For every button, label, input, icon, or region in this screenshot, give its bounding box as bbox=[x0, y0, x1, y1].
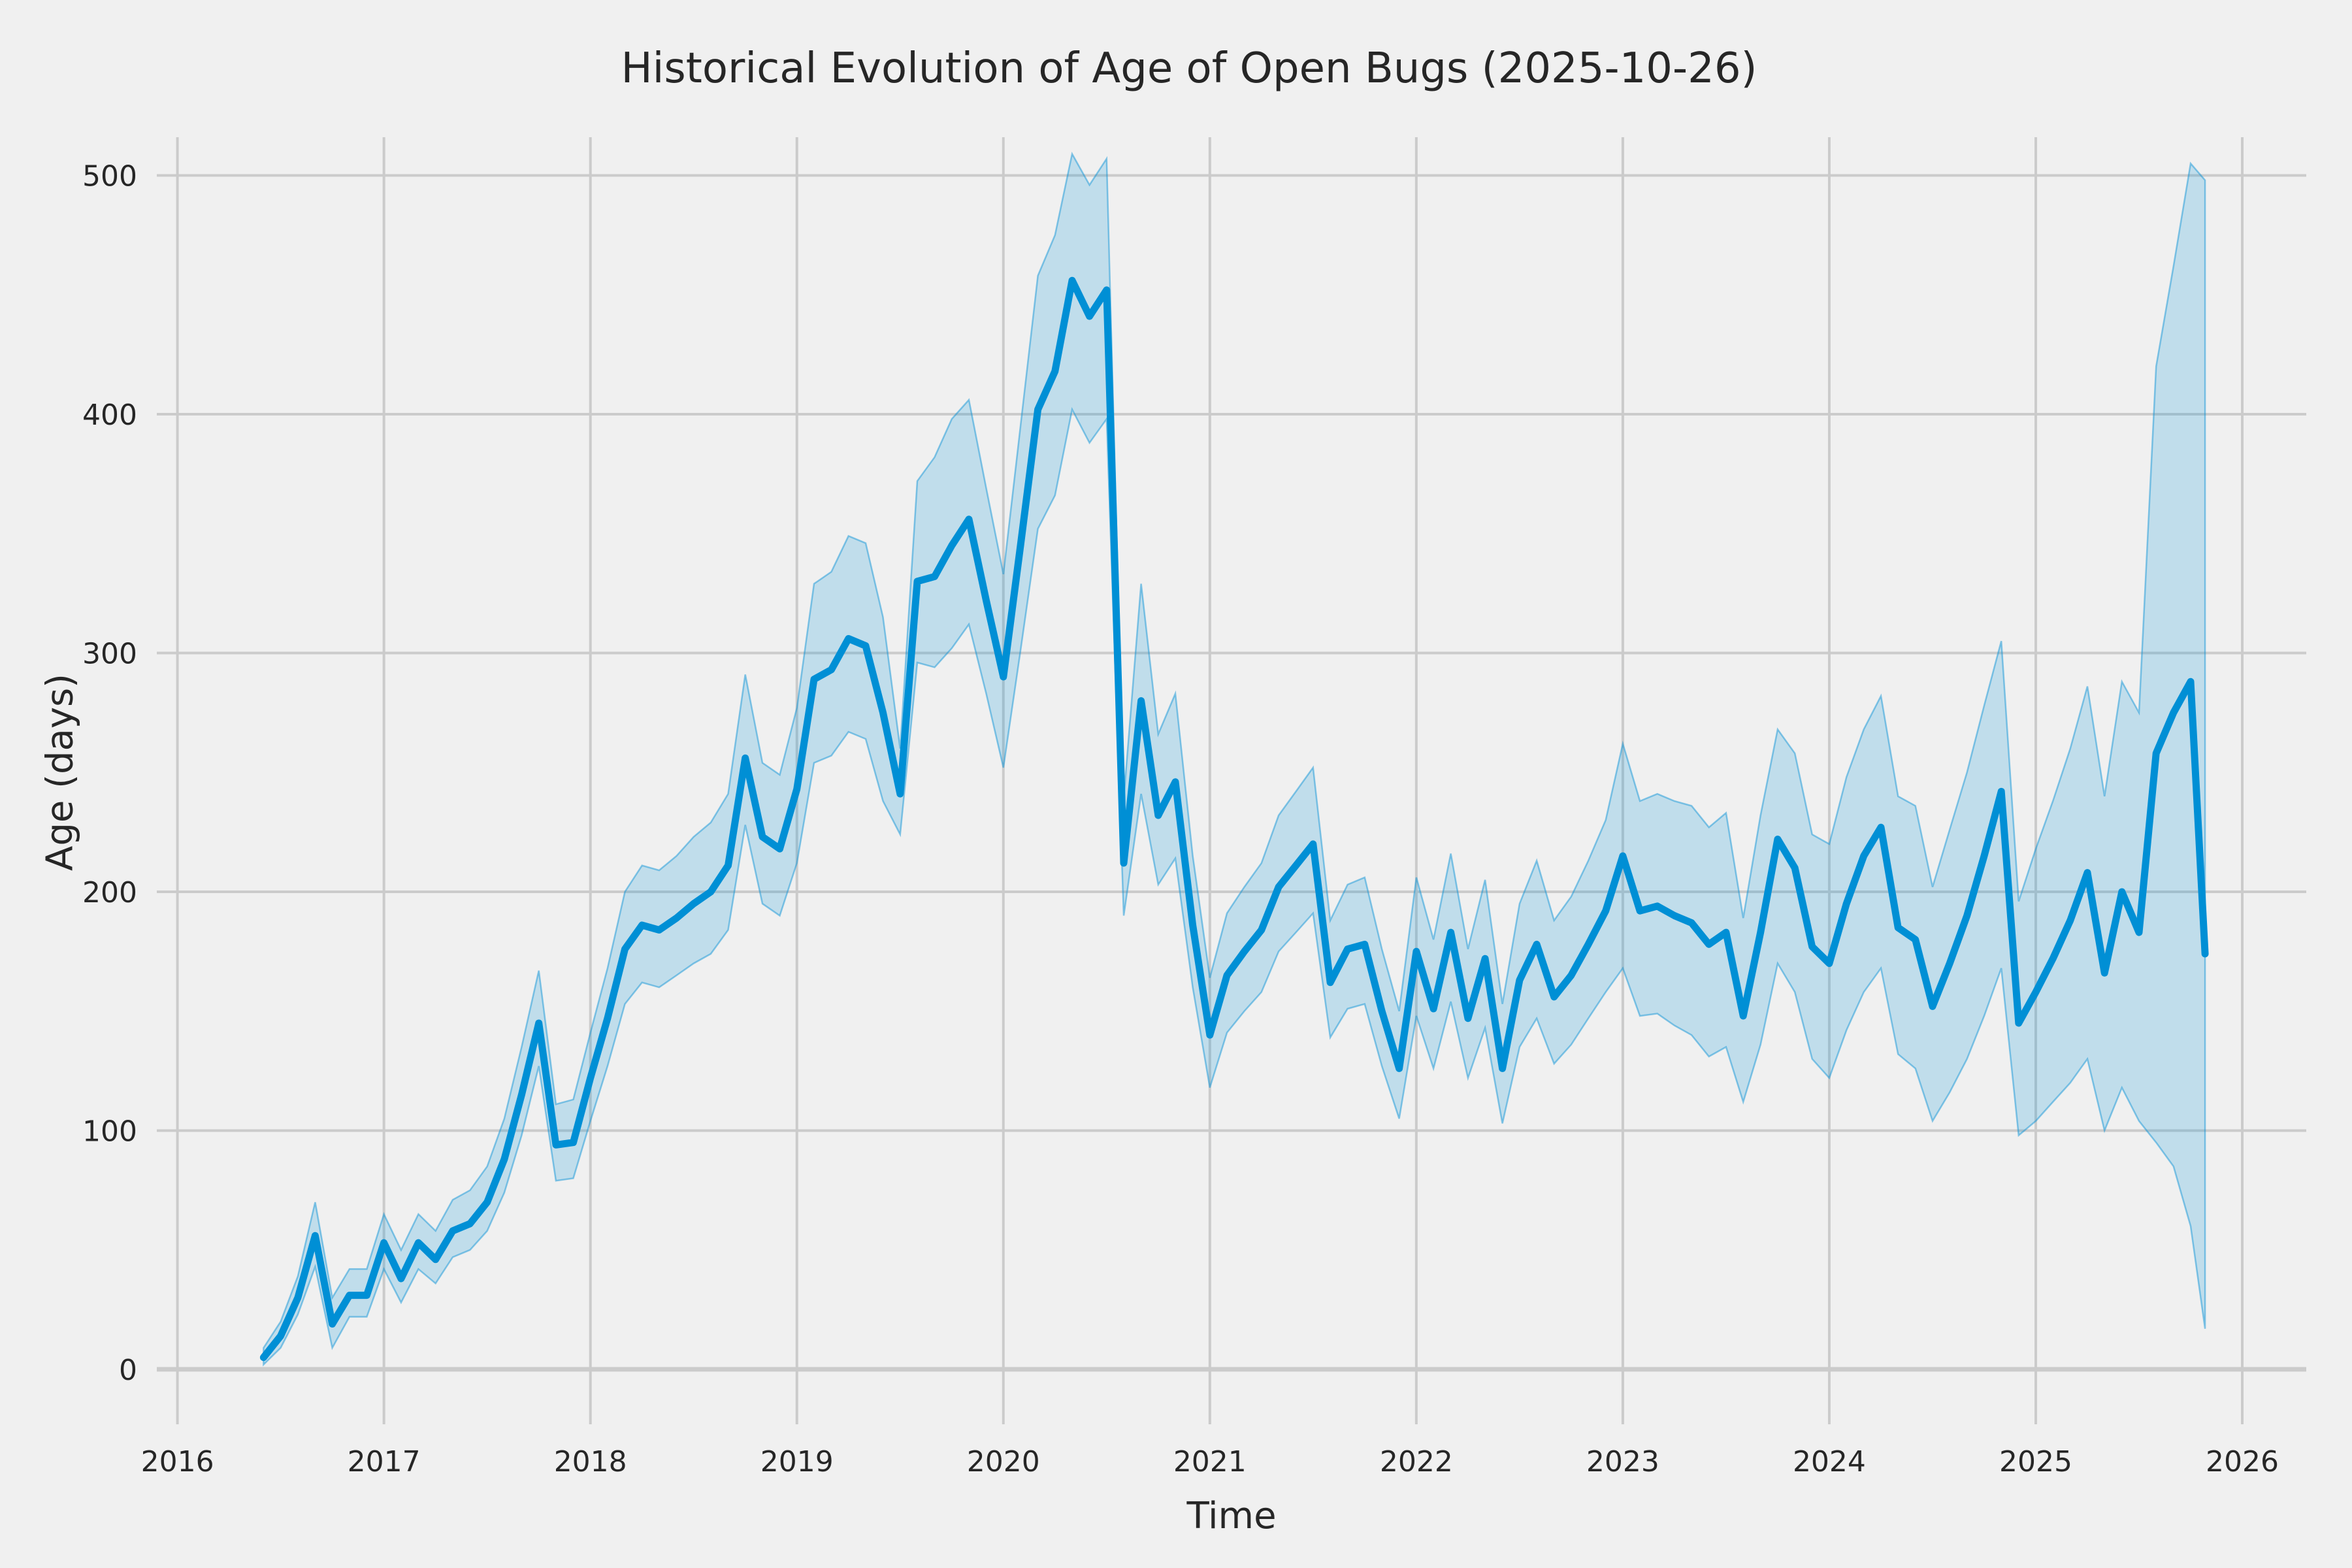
x-tick-label: 2017 bbox=[348, 1445, 421, 1478]
y-tick-label: 400 bbox=[82, 399, 137, 432]
x-tick-label: 2019 bbox=[760, 1445, 834, 1478]
x-tick-label: 2022 bbox=[1380, 1445, 1453, 1478]
y-tick-label: 300 bbox=[82, 637, 137, 670]
x-tick-label: 2018 bbox=[554, 1445, 627, 1478]
mean-line bbox=[259, 276, 2209, 1362]
confidence-band bbox=[263, 152, 2206, 1367]
y-tick-label: 500 bbox=[82, 159, 137, 193]
x-axis-label: Time bbox=[1186, 1495, 1277, 1537]
x-tick-label: 2016 bbox=[141, 1445, 214, 1478]
x-tick-label: 2026 bbox=[2206, 1445, 2279, 1478]
x-tick-label: 2024 bbox=[1793, 1445, 1866, 1478]
y-tick-label: 0 bbox=[119, 1354, 137, 1387]
x-tick-label: 2021 bbox=[1173, 1445, 1247, 1478]
x-tick-label: 2020 bbox=[967, 1445, 1040, 1478]
chart-title: Historical Evolution of Age of Open Bugs… bbox=[621, 44, 1757, 93]
y-axis-label: Age (days) bbox=[39, 674, 82, 871]
y-tick-label: 100 bbox=[82, 1115, 137, 1148]
x-tick-label: 2023 bbox=[1586, 1445, 1659, 1478]
y-tick-label: 200 bbox=[82, 876, 137, 909]
x-tick-label: 2025 bbox=[1999, 1445, 2072, 1478]
